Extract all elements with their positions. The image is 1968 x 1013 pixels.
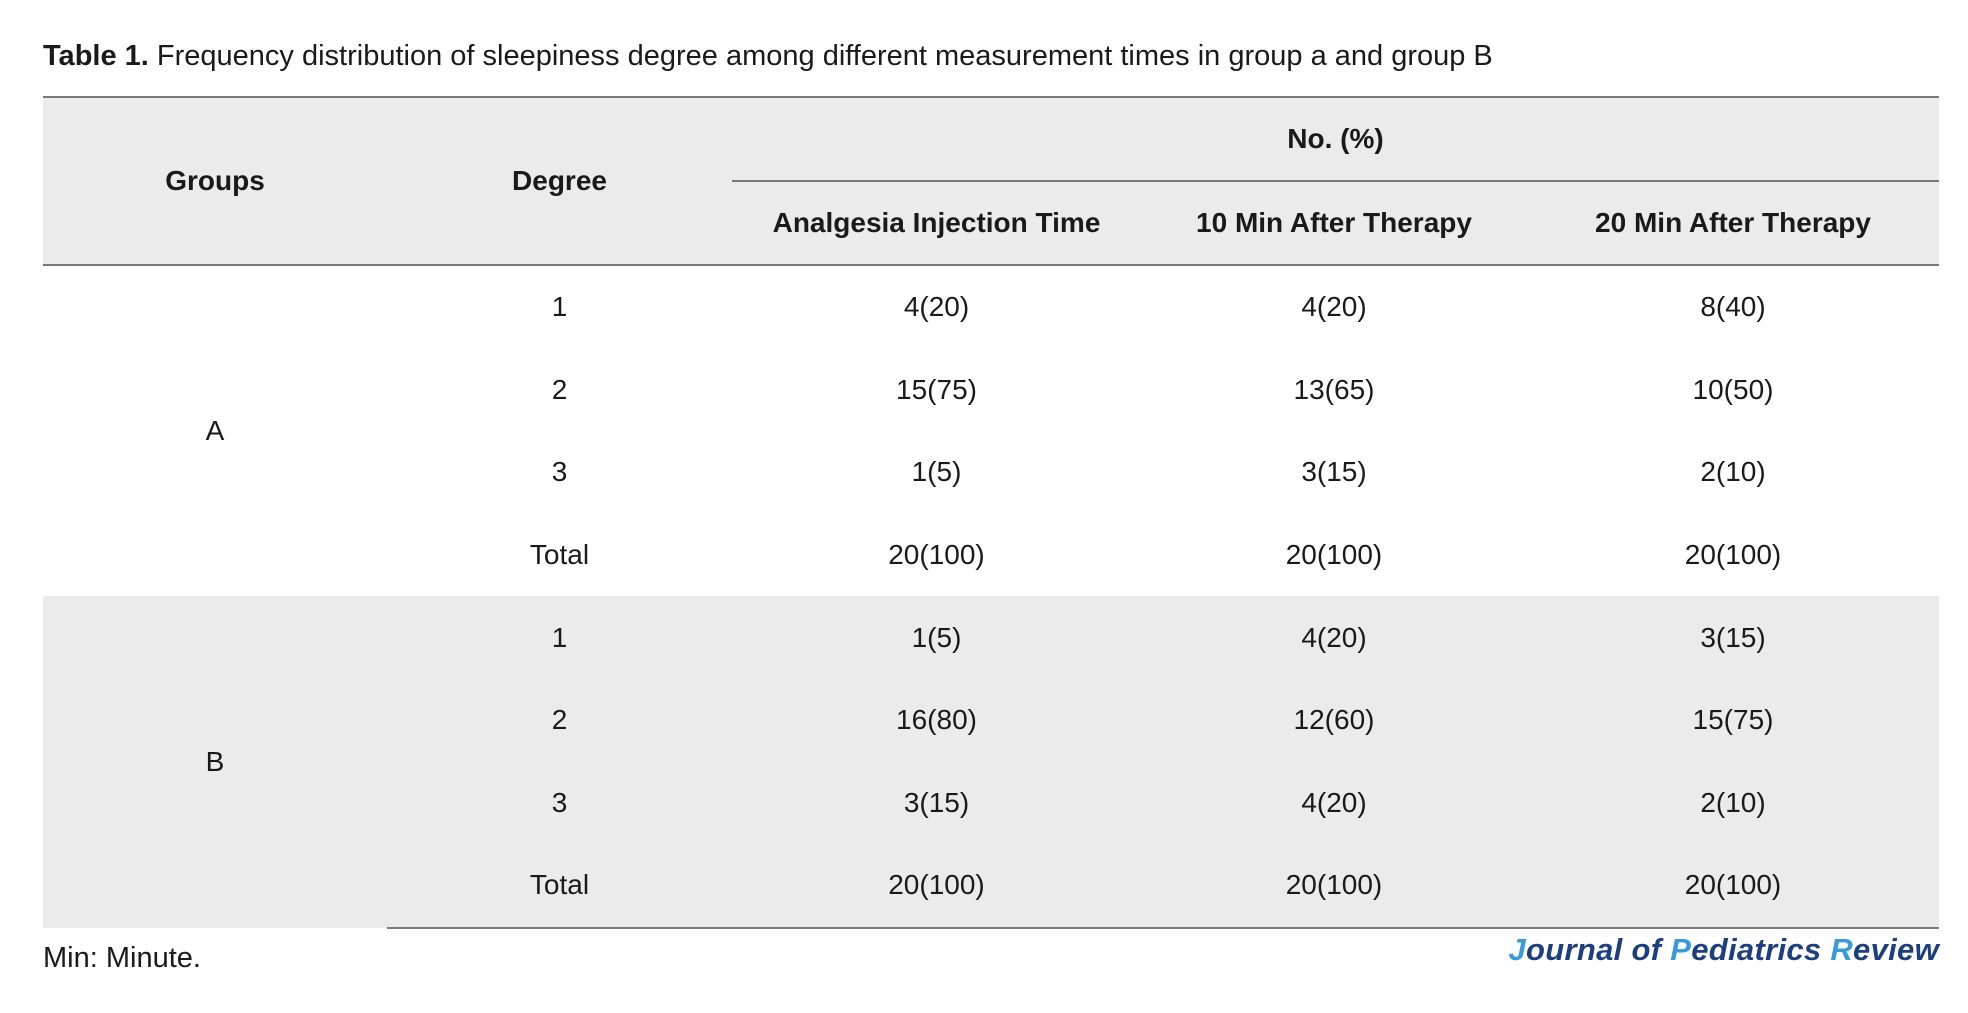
group-a-rows: A 1 4(20) 4(20) 8(40) 2 15(75) 13(65) 10… xyxy=(43,265,1939,596)
value-cell: 4(20) xyxy=(1301,291,1367,323)
value-cell: 3(15) xyxy=(903,786,970,818)
value-cell: 1(5) xyxy=(911,456,962,488)
journal-logo: Journal of Pediatrics Review xyxy=(1508,932,1939,968)
value-cell: 3(15) xyxy=(1700,621,1766,653)
value-cell: 2(10) xyxy=(1700,786,1766,818)
value-cell: 4(20) xyxy=(1301,621,1367,653)
value-cell: 10(50) xyxy=(1692,373,1774,405)
journal-logo-part: ournal of xyxy=(1526,932,1671,967)
value-cell: 4(20) xyxy=(903,291,970,323)
table-row: 2 15(75) 13(65) 10(50) xyxy=(43,349,1939,432)
table-header: Groups Degree No. (%) Analgesia Injectio… xyxy=(43,97,1940,266)
value-cell: 20(100) xyxy=(888,539,985,571)
header-10-min-after-therapy: 10 Min After Therapy xyxy=(1141,181,1527,266)
table-row: 2 16(80) 12(60) 15(75) xyxy=(43,679,1939,762)
value-cell: 20(100) xyxy=(1285,539,1383,571)
degree-cell: 2 xyxy=(551,373,568,405)
value-cell: 12(60) xyxy=(1293,704,1375,736)
table-row: A 1 4(20) 4(20) 8(40) xyxy=(43,265,1939,446)
value-cell: 13(65) xyxy=(1293,373,1375,405)
degree-cell: Total xyxy=(529,539,590,571)
journal-logo-part: P xyxy=(1670,932,1692,967)
value-cell: 15(75) xyxy=(896,373,977,405)
header-degree: Degree xyxy=(387,97,732,266)
degree-cell: 3 xyxy=(551,786,568,818)
value-cell: 15(75) xyxy=(1692,704,1774,736)
group-name-cell: A xyxy=(205,415,225,447)
value-cell: 20(100) xyxy=(1141,844,1527,929)
value-cell: 20(100) xyxy=(1527,844,1940,929)
value-cell: 20(100) xyxy=(1684,539,1782,571)
group-name-cell: B xyxy=(205,746,225,778)
table-row: 3 1(5) 3(15) 2(10) xyxy=(43,431,1939,514)
header-analgesia-injection-time: Analgesia Injection Time xyxy=(732,181,1141,266)
value-cell: 4(20) xyxy=(1301,786,1367,818)
table-footnote: Min: Minute. xyxy=(43,942,201,974)
group-b-rows: B 1 1(5) 4(20) 3(15) 2 16(80) 12(60) 15(… xyxy=(43,596,1940,929)
degree-cell: 3 xyxy=(551,456,568,488)
value-cell: 2(10) xyxy=(1700,456,1766,488)
degree-cell: Total xyxy=(387,844,732,929)
table-label: Table 1. xyxy=(43,40,149,72)
header-groups: Groups xyxy=(43,97,387,266)
header-20-min-after-therapy: 20 Min After Therapy xyxy=(1527,181,1940,266)
header-no-percent: No. (%) xyxy=(732,97,1940,182)
table-caption-text: Frequency distribution of sleepiness deg… xyxy=(156,40,1493,72)
degree-cell: 2 xyxy=(551,704,568,736)
table-row: 3 3(15) 4(20) 2(10) xyxy=(43,762,1939,845)
table-row: Total 20(100) 20(100) 20(100) xyxy=(43,844,1940,929)
value-cell: 20(100) xyxy=(732,844,1141,929)
journal-logo-part: ediatrics xyxy=(1691,932,1831,967)
value-cell: 3(15) xyxy=(1301,456,1367,488)
value-cell: 16(80) xyxy=(896,704,977,736)
journal-logo-part: eview xyxy=(1853,932,1939,967)
degree-cell: 1 xyxy=(551,291,568,323)
journal-logo-part: R xyxy=(1830,932,1854,967)
value-cell: 1(5) xyxy=(911,621,962,653)
frequency-table: Groups Degree No. (%) Analgesia Injectio… xyxy=(43,96,1940,929)
table-row: Total 20(100) 20(100) 20(100) xyxy=(43,514,1939,597)
degree-cell: 1 xyxy=(551,621,568,653)
value-cell: 8(40) xyxy=(1700,291,1766,323)
journal-logo-part: J xyxy=(1508,932,1527,967)
table-caption: Table 1. Frequency distribution of sleep… xyxy=(43,36,1493,76)
table-row: B 1 1(5) 4(20) 3(15) xyxy=(43,596,1939,777)
